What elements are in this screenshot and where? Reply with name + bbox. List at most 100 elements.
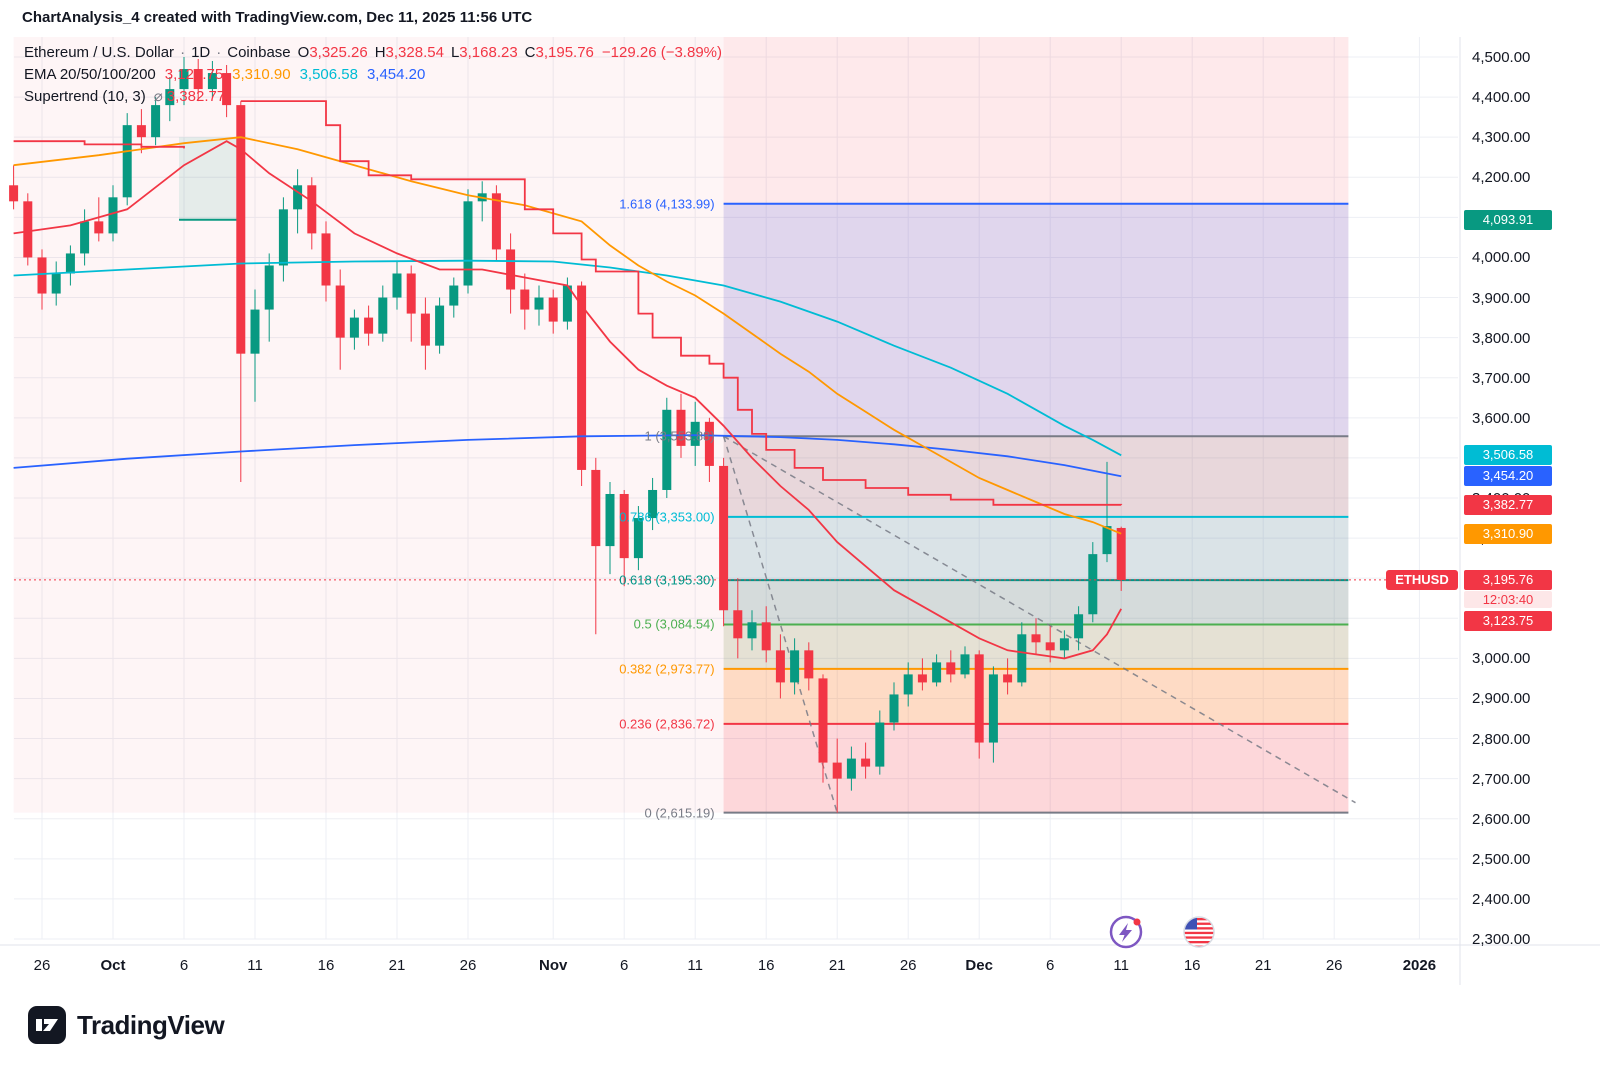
price-tick-label: 2,700.00 bbox=[1472, 770, 1531, 788]
time-tick-label: 21 bbox=[1254, 957, 1272, 974]
price-tick-label: 3,900.00 bbox=[1472, 289, 1531, 307]
ema50-badge: 3,310.90 bbox=[1464, 523, 1552, 544]
legend-supertrend-row[interactable]: Supertrend (10, 3) ⌀ 3,382.77 bbox=[24, 86, 722, 108]
chart-legend: Ethereum / U.S. Dollar · 1D · Coinbase O3,325… bbox=[24, 42, 722, 108]
price-tick-label: 2,900.00 bbox=[1472, 690, 1531, 708]
time-tick-label: 26 bbox=[459, 957, 477, 974]
ohlc-key: C bbox=[524, 44, 536, 61]
ohlc-key: O bbox=[297, 44, 310, 61]
ema-indicator-label: EMA 20/50/100/200 bbox=[24, 66, 156, 83]
supertrend-up-zone bbox=[179, 137, 238, 220]
time-tick-label: 11 bbox=[687, 957, 703, 974]
supertrend-down-line bbox=[240, 100, 1123, 506]
price-tick-label: 4,200.00 bbox=[1472, 169, 1531, 187]
fib-level-label: 0.618 (3,195.30) bbox=[619, 572, 715, 588]
supertrend-down-badge: 3,382.77 bbox=[1464, 494, 1552, 515]
ohlc-key: H bbox=[374, 44, 386, 61]
ema-value: 3,454.20 bbox=[366, 66, 426, 83]
chart-header-title: ChartAnalysis_4 created with TradingView… bbox=[22, 9, 533, 26]
ema-value: 3,506.58 bbox=[299, 66, 358, 83]
ohlc-values: O3,325.26 H3,328.54 L3,168.23 C3,195.76 −129… bbox=[291, 44, 722, 61]
time-tick-label: 26 bbox=[1325, 957, 1343, 974]
grid bbox=[14, 37, 1458, 940]
time-tick-label: 11 bbox=[247, 957, 263, 974]
fib-band bbox=[723, 516, 1349, 581]
price-tick-label: 3,000.00 bbox=[1472, 650, 1531, 668]
supertrend-indicator-label: Supertrend (10, 3) bbox=[24, 88, 146, 105]
flash-icon[interactable] bbox=[1107, 913, 1145, 951]
ema100-badge: 3,506.58 bbox=[1464, 445, 1552, 466]
fib-level-label: 0.382 (2,973.77) bbox=[619, 661, 715, 677]
fib-band bbox=[723, 203, 1349, 437]
us-flag-icon[interactable] bbox=[1180, 913, 1218, 951]
time-tick-label: 6 bbox=[1046, 957, 1055, 974]
price-tick-label: 2,500.00 bbox=[1472, 850, 1531, 868]
price-tick-label: 4,300.00 bbox=[1472, 129, 1531, 147]
ema200-badge: 3,454.20 bbox=[1464, 466, 1552, 487]
ema200-line bbox=[13, 434, 1122, 478]
trendline bbox=[723, 435, 1356, 804]
ema100-line bbox=[13, 259, 1122, 457]
legend-ema-row[interactable]: EMA 20/50/100/200 3,123.75 3,310.90 3,506.5… bbox=[24, 64, 722, 86]
price-tick-label: 4,000.00 bbox=[1472, 249, 1531, 267]
fib-band bbox=[723, 723, 1349, 813]
time-tick-label: 16 bbox=[757, 957, 775, 974]
tradingview-logo[interactable]: TradingView bbox=[28, 1006, 225, 1044]
time-tick-label: 6 bbox=[620, 957, 629, 974]
fib-band bbox=[723, 580, 1349, 625]
fib-level-label: 0 (2,615.19) bbox=[644, 805, 715, 821]
fib-band bbox=[723, 436, 1349, 517]
time-tick-label: 21 bbox=[388, 957, 406, 974]
legend-symbol-row[interactable]: Ethereum / U.S. Dollar · 1D · Coinbase O3,325… bbox=[24, 42, 722, 64]
exchange-label: Coinbase bbox=[227, 44, 291, 61]
symbol-name: Ethereum / U.S. Dollar bbox=[24, 44, 175, 61]
time-tick-label: 6 bbox=[179, 957, 189, 974]
ema20-badge: 3,123.75 bbox=[1464, 610, 1552, 631]
price-tick-label: 3,800.00 bbox=[1472, 329, 1531, 347]
time-tick-label: 11 bbox=[1113, 957, 1129, 974]
time-tick-label: 26 bbox=[899, 957, 917, 974]
change-value: −129.26 (−3.89%) bbox=[601, 44, 722, 61]
interval-label: 1D bbox=[191, 44, 211, 61]
ema20-line bbox=[13, 140, 1122, 660]
last-price-badge: 3,195.76 bbox=[1464, 569, 1552, 590]
highlight-zone-left bbox=[13, 37, 724, 813]
candles bbox=[9, 57, 1126, 813]
ohlc-value: 3,195.76 bbox=[535, 44, 594, 61]
fib-level-label: 0.786 (3,353.00) bbox=[619, 509, 715, 525]
ema50-line bbox=[13, 136, 1122, 535]
time-tick-label: 16 bbox=[317, 957, 335, 974]
fib-level-label: 0.5 (3,084.54) bbox=[633, 616, 715, 632]
time-tick-label: 2026 bbox=[1402, 957, 1437, 974]
ema-value: 3,123.75 bbox=[164, 66, 224, 83]
price-tick-label: 4,500.00 bbox=[1472, 49, 1531, 66]
time-tick-label: 16 bbox=[1183, 957, 1201, 974]
time-tick-label: Nov bbox=[539, 957, 568, 974]
price-tick-label: 4,400.00 bbox=[1472, 89, 1531, 107]
price-tick-label: 3,700.00 bbox=[1472, 369, 1531, 387]
separator-dot: · bbox=[216, 44, 222, 61]
price-tick-label: 3,600.00 bbox=[1472, 409, 1531, 427]
supertrend-value: 3,382.77 bbox=[166, 88, 226, 105]
bar-countdown: 12:03:40 bbox=[1464, 590, 1552, 608]
time-tick-label: 26 bbox=[33, 957, 51, 974]
separator-dot: · bbox=[180, 44, 186, 61]
diameter-icon: ⌀ bbox=[153, 88, 163, 105]
price-tick-label: 2,800.00 bbox=[1472, 730, 1531, 748]
symbol-badge: ETHUSD bbox=[1386, 569, 1458, 590]
time-tick-label: Dec bbox=[965, 957, 993, 974]
fib-band bbox=[723, 668, 1349, 724]
supertrend-down-line bbox=[13, 140, 185, 149]
tradingview-brand-text: TradingView bbox=[77, 1009, 225, 1040]
ema-values: 3,123.75 3,310.90 3,506.58 3,454.20 bbox=[156, 66, 426, 83]
highlight-zone-right bbox=[723, 37, 1349, 813]
price-tick-label: 2,400.00 bbox=[1472, 890, 1531, 908]
time-tick-label: Oct bbox=[100, 957, 126, 974]
ohlc-key: L bbox=[450, 44, 460, 61]
ohlc-value: 3,328.54 bbox=[385, 44, 444, 61]
price-tick-label: 2,600.00 bbox=[1472, 810, 1531, 828]
time-tick-label: 21 bbox=[828, 957, 846, 974]
ohlc-value: 3,168.23 bbox=[459, 44, 518, 61]
